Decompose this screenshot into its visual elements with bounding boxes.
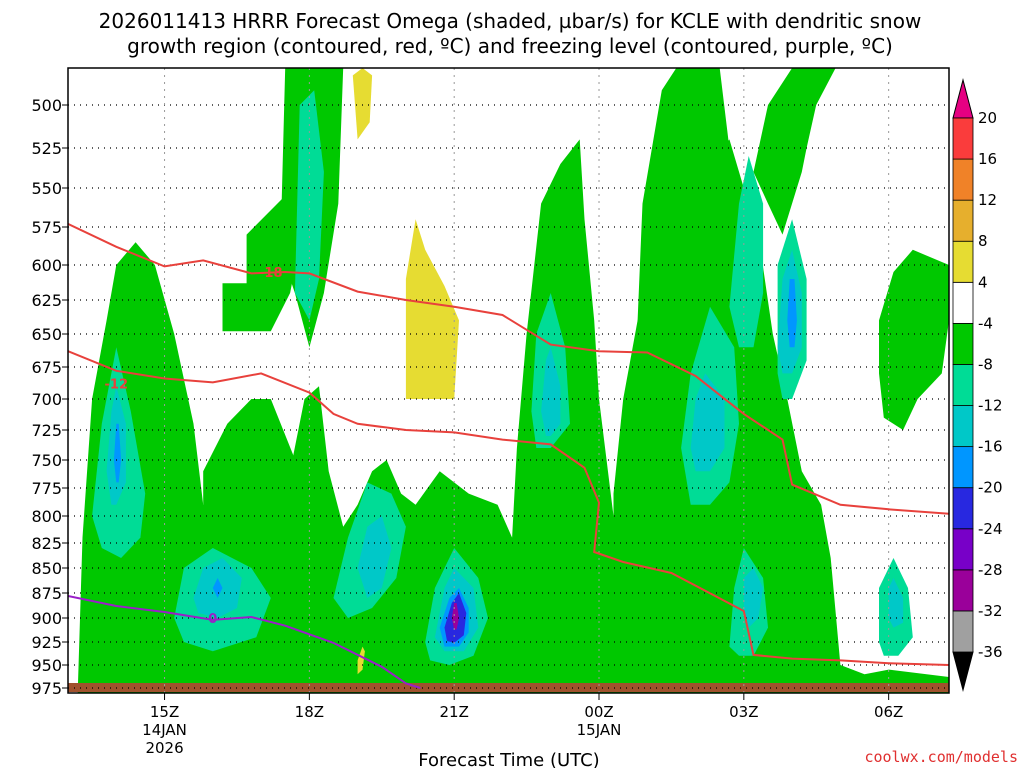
colorbar-label-4: -20 [978,479,1003,497]
colorbar: -36 -32 -28 -24 -20 -16 -12 -8 -4 4 8 12 16 20 [952,78,1003,692]
colorbar-swatch-1 [952,569,974,612]
omega-region-6-0 [352,68,373,140]
colorbar-swatch-10 [952,199,974,242]
y-tick-label-975: 975 [31,679,62,698]
omega-region-6-2 [357,646,365,675]
colorbar-label-2: -28 [978,561,1003,579]
colorbar-label-3: -24 [978,520,1003,538]
colorbar-label-6: -12 [978,397,1003,415]
colorbar-label-7: -8 [978,355,993,373]
isotherm-contours [68,222,949,689]
y-tick-label-850: 850 [31,559,62,578]
contour-label-0: -18 [259,266,283,281]
omega-region-2-8 [888,578,904,628]
colorbar-swatch-3 [952,487,974,530]
x-tick-sub-00Z-0: 15JAN [577,721,622,739]
colorbar-label-8: -4 [978,314,993,332]
chart-title-line2: growth region (contoured, red, ºC) and f… [127,34,893,58]
colorbar-swatch-9 [952,240,974,283]
colorbar-swatch-11 [952,158,974,201]
y-tick-label-700: 700 [31,390,62,409]
isotherm-minus18 [68,222,949,515]
x-tick-sub-15Z-1: 2026 [145,739,183,757]
omega-region-2-4 [541,347,561,436]
colorbar-label-13: 20 [978,109,997,127]
plot-frame [67,67,950,694]
y-tick-label-625: 625 [31,291,62,310]
y-tick-label-925: 925 [31,633,62,652]
omega-region-0-6 [879,249,949,430]
omega-region-2-2 [357,516,392,598]
y-tick-label-725: 725 [31,421,62,440]
contour-label-1: -12 [105,378,129,393]
omega-region-3-2 [787,279,797,348]
omega-region-1-7 [729,156,764,348]
colorbar-label-0: -36 [978,643,1003,661]
colorbar-swatch-12 [952,117,974,160]
colorbar-swatch-8 [952,281,974,324]
contour-labels: -18 -12 0 [105,266,283,627]
y-tick-label-600: 600 [31,256,62,275]
colorbar-swatch-2 [952,528,974,571]
y-axis-pressure: 500 525 550 575 600 625 650 675 700 725 750 775 800 8… [31,96,68,698]
x-tick-sub-15Z-0: 14JAN [142,721,187,739]
colorbar-swatch-5 [952,405,974,448]
omega-region-3-0 [113,423,122,483]
y-tick-label-900: 900 [31,609,62,628]
omega-region-2-7 [743,568,764,628]
y-tick-label-525: 525 [31,139,62,158]
y-tick-label-675: 675 [31,358,62,377]
colorbar-high-triangle [952,78,974,119]
omega-region-0-7 [502,660,551,670]
colorbar-low-triangle [952,651,974,692]
omega-region-6-1 [405,219,459,399]
colorbar-swatch-0 [952,610,974,653]
y-tick-label-575: 575 [31,218,62,237]
y-tick-label-775: 775 [31,479,62,498]
omega-shading [77,68,949,693]
colorbar-label-12: 16 [978,150,997,168]
y-tick-label-800: 800 [31,507,62,526]
x-tick-label-03Z: 03Z [729,703,758,721]
colorbar-label-9: 4 [978,273,988,291]
y-tick-label-875: 875 [31,584,62,603]
colorbar-label-5: -16 [978,438,1003,456]
omega-region-2-5 [690,373,725,472]
credit-text: coolwx.com/models [864,748,1018,766]
y-tick-label-825: 825 [31,534,62,553]
omega-region-5-0 [451,603,459,630]
colorbar-swatch-6 [952,364,974,406]
plot-area [68,68,949,693]
colorbar-label-10: 8 [978,232,988,250]
x-tick-label-15Z: 15Z [150,703,179,721]
ground-surface [68,683,949,692]
contour-label-2: 0 [208,612,217,627]
y-tick-label-500: 500 [31,96,62,115]
x-tick-label-18Z: 18Z [295,703,324,721]
omega-region-3-3 [212,578,223,598]
y-tick-label-750: 750 [31,451,62,470]
omega-region-0-5 [753,68,836,235]
isotherm-minus12 [68,350,949,666]
x-tick-label-00Z: 00Z [584,703,613,721]
chart-title-line1: 2026011413 HRRR Forecast Omega (shaded, … [99,9,922,33]
colorbar-swatch-7 [952,322,974,365]
colorbar-label-1: -32 [978,602,1003,620]
x-tick-label-21Z: 21Z [440,703,469,721]
y-tick-label-950: 950 [31,656,62,675]
freezing-level-line [68,595,421,689]
x-tick-label-06Z: 06Z [874,703,903,721]
colorbar-swatch-4 [952,446,974,489]
omega-region-0-4 [637,68,735,399]
colorbar-label-11: 12 [978,191,997,209]
x-axis-label: Forecast Time (UTC) [418,750,599,768]
y-tick-label-650: 650 [31,325,62,344]
y-tick-label-550: 550 [31,179,62,198]
